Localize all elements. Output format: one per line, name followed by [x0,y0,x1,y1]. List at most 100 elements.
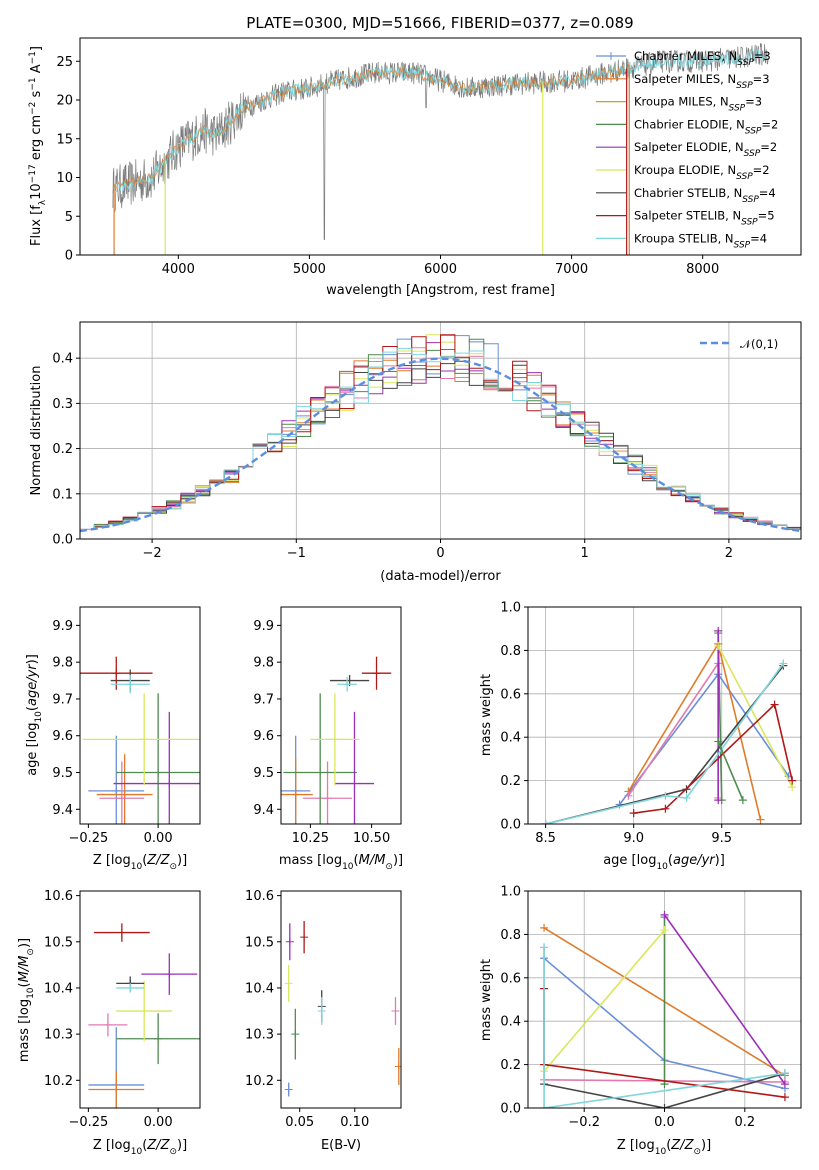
legend-marker [607,74,615,83]
x-tick-label: 0.2 [734,1115,755,1130]
y-axis-label: Flux [fλ10−17 erg cm−2 s−1 A−1] [28,46,48,246]
y-tick-label: 0.0 [500,818,521,833]
weight-series [543,1072,786,1108]
histogram-step [80,334,801,530]
x-tick-label: −1 [287,546,306,561]
weight-series [717,645,793,788]
model-spectrum-salpeter-miles [112,62,631,195]
x-tick-label: 0.10 [340,1115,369,1130]
point-marker [112,1085,121,1094]
x-tick-label: 0.05 [285,1115,314,1130]
weight-marker [779,659,788,668]
y-tick-label: 9.9 [253,619,274,634]
x-tick-label: 5000 [293,262,326,277]
weight-series [543,947,786,1108]
weight-marker [756,815,765,824]
x-axis-label: mass [log10(M/M⊙)] [279,853,403,872]
y-tick-label: 10.2 [245,1074,274,1089]
x-tick-label: 0 [436,546,444,561]
point-marker [394,1062,401,1071]
x-tick-label: 8.5 [535,831,556,846]
weight-marker [780,1080,789,1089]
legend-entry: Kroupa MILES, NSSP=3 [634,95,762,114]
y-tick-label: 0.0 [500,1102,521,1117]
x-tick-label: 10.50 [353,831,390,846]
x-axis-label: Z [log10(Z/Z⊙)] [93,1138,187,1157]
y-tick-label: 9.6 [253,729,274,744]
point-marker [112,669,121,678]
legend-marker [607,52,615,60]
x-tick-label: 9.5 [711,831,732,846]
weight-marker [714,642,723,651]
y-tick-label: 10.4 [245,981,274,996]
y-tick-label: 10.5 [245,935,274,950]
weight-lines [540,910,789,1108]
weight-series [717,741,744,801]
weight-marker [540,1104,549,1108]
weight-series [545,662,785,824]
y-tick-label: 10.6 [245,889,274,904]
weight-marker [738,796,747,805]
data-spectrum [112,43,769,240]
y-tick-label: 9.8 [52,656,73,671]
y-tick-label: 0.1 [52,487,73,502]
y-tick-label: 10 [56,171,73,186]
x-tick-label: 9.0 [623,831,644,846]
y-tick-label: 9.4 [253,803,274,818]
y-axis-label: mass weight [479,959,494,1041]
y-tick-label: 9.5 [253,766,274,781]
axes-frame [527,890,802,1109]
y-tick-label: 10.4 [44,981,73,996]
axes-frame [79,606,201,825]
y-tick-label: 0.2 [52,442,73,457]
y-tick-label: 1.0 [500,885,521,900]
y-tick-label: 0.0 [52,533,73,548]
weight-series [627,660,719,798]
axes-frame [79,321,802,540]
point-marker [140,735,149,744]
weight-marker [714,737,723,746]
weight-marker [714,796,723,805]
y-tick-label: 5 [65,210,73,225]
point-marker [284,1085,293,1094]
plots-layer: 4000 5000 6000 7000 80000510152025wavelength… [17,37,802,1157]
weight-marker [541,820,550,824]
weight-series [633,703,793,814]
y-tick-label: 0.3 [52,397,73,412]
weight-marker [780,1069,789,1078]
y-tick-label: 0 [65,249,73,264]
x-tick-label: 10.25 [292,831,329,846]
legend-entry: Salpeter STELIB, NSSP=5 [634,209,775,228]
errorbars [281,656,392,824]
legend-entry: Chabrier MILES, NSSP=3 [634,49,771,68]
x-tick-label: −0.2 [568,1115,600,1130]
x-tick-label: 2 [725,546,733,561]
point-marker [391,1007,400,1016]
point-marker [284,979,293,988]
y-tick-label: 10.5 [44,935,73,950]
weight-series [663,914,786,1085]
point-marker [300,933,309,942]
legend-entry: 𝒩(0,1) [740,337,778,351]
point-marker [285,937,294,946]
y-tick-label: 20 [56,94,73,109]
point-marker [154,768,163,777]
point-marker [140,1007,149,1016]
weight-marker [660,1104,669,1108]
weight-marker [788,776,797,785]
legend-entry: Kroupa STELIB, NSSP=4 [634,231,767,250]
point-marker [103,1020,112,1029]
y-tick-label: 9.8 [253,656,274,671]
legend-entry: Salpeter MILES, NSSP=3 [634,72,770,91]
point-marker [323,794,332,803]
y-tick-label: 15 [56,132,73,147]
y-tick-label: 9.6 [52,729,73,744]
point-marker [126,680,135,689]
point-marker [291,1030,300,1039]
y-axis-label: age [log10(age/yr)] [25,654,44,776]
x-tick-label: −0.25 [68,831,108,846]
y-tick-label: 10.3 [44,1028,73,1043]
y-axis-label: mass [log10(M/M⊙)] [17,938,36,1062]
point-marker [154,1034,163,1043]
axes-frame [280,606,402,825]
